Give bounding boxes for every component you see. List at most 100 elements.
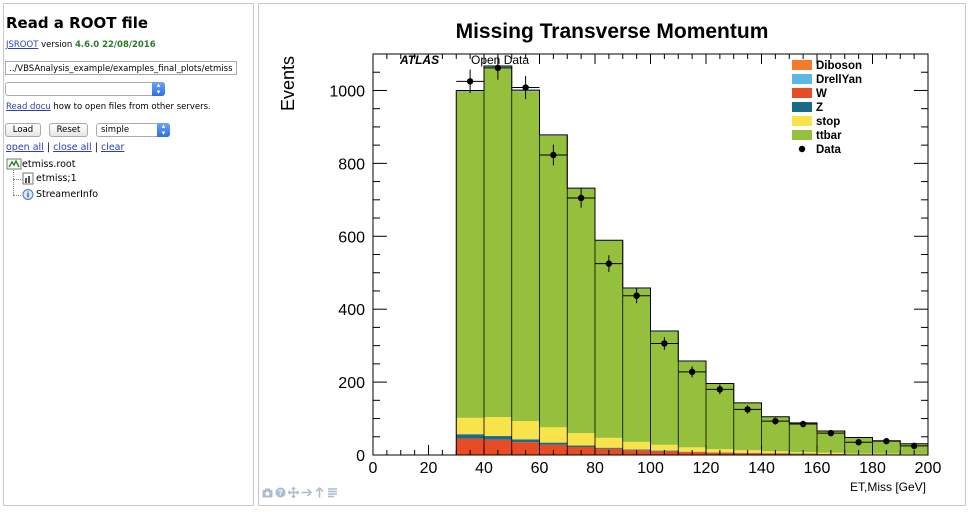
bar-z [539,442,568,445]
root-file-icon [6,158,22,170]
bar-stop [595,437,623,448]
bar-z [622,449,651,451]
data-point [688,368,696,376]
tree-item-etmiss[interactable]: etmiss;1 [22,172,77,185]
legend-swatch-w [792,88,812,98]
legend-swatch-stop [792,116,812,126]
x-tick-label: 0 [369,460,378,477]
x-tick-label: 40 [475,460,493,477]
bar-stop [678,447,706,452]
bar-stop [511,421,540,440]
select-arrows-icon: ▴ ▾ [157,123,170,137]
clear-link[interactable]: clear [100,142,125,153]
legend-swatch-ttbar [792,130,812,140]
data-point [827,429,835,437]
data-point [772,417,779,425]
separator: | [46,142,51,153]
bar-ttbar [872,440,901,454]
camera-icon[interactable] [262,487,273,498]
help-icon[interactable]: ? [275,487,286,498]
bar-ttbar [567,188,595,434]
histogram-icon [22,172,34,185]
bar-stop [456,417,484,435]
bar-stop [539,427,568,443]
tree-item-label: etmiss;1 [36,173,77,184]
tree-item-label: etmiss.root [22,158,76,170]
y-tick-label: 400 [338,302,365,319]
separator: | [94,142,98,153]
y-tick-label: 800 [338,156,365,173]
legend-swatch-diboson [792,60,812,70]
layout-select[interactable]: simple ▴ ▾ [96,123,170,137]
arrow-right-icon[interactable] [301,487,312,498]
bar-z [567,445,595,447]
file-select[interactable]: ▴ ▾ [5,82,165,96]
bar-ttbar [622,288,651,442]
canvas-toolbar: ? [262,487,338,498]
bar-z [484,436,512,440]
x-tick-label: 80 [586,460,604,477]
legend-label-stop: stop [816,116,840,128]
version-line: JSROOT version 4.6.0 22/08/2016 [6,40,156,50]
layout-select-value: simple [101,125,130,135]
select-arrows-icon: ▴ ▾ [152,82,165,96]
reset-button[interactable]: Reset [49,123,88,137]
open-all-link[interactable]: open all [6,142,44,153]
legend-swatch-drellyan [792,74,812,84]
move-icon[interactable] [288,487,299,498]
y-tick-label: 600 [338,229,365,246]
legend-label-z: Z [816,102,823,114]
bar-stop [622,441,651,450]
read-docu-link[interactable]: Read docu [6,102,51,112]
data-point [744,406,751,413]
data-point [522,84,529,91]
menu-icon[interactable] [327,487,338,498]
bar-ttbar [539,135,568,428]
svg-text:i: i [27,191,29,200]
legend-swatch-z [792,102,812,112]
bar-w [511,442,540,455]
jsroot-link[interactable]: JSROOT [6,40,39,50]
load-button[interactable]: Load [5,123,41,137]
legend-label-drellyan: DrellYan [816,74,862,86]
tree-actions: open all | close all | clear [6,142,124,153]
bar-stop [567,433,595,446]
bar-w [539,444,568,455]
docu-line: Read docu how to open files from other s… [6,102,211,112]
file-path-input[interactable]: ../VBSAnalysis_example/examples_final_pl… [5,61,237,75]
data-point [494,64,502,72]
tree-item-streamerinfo[interactable]: i StreamerInfo [22,188,98,201]
x-tick-label: 60 [531,460,549,477]
data-point [910,442,918,450]
x-tick-label: 180 [859,460,886,477]
bar-z [595,447,623,449]
close-all-link[interactable]: close all [53,142,92,153]
x-tick-label: 140 [748,460,775,477]
stack-outline [455,65,929,455]
y-tick-label: 200 [338,375,365,392]
legend-label-diboson: Diboson [816,60,862,72]
x-tick-label: 20 [420,460,438,477]
data-point [661,340,668,347]
arrow-up-icon[interactable] [314,487,325,498]
tree-item-root[interactable]: etmiss.root [6,158,75,170]
version-value: 4.6.0 22/08/2016 [74,40,156,50]
bar-ttbar [511,91,540,422]
x-tick-label: 100 [637,460,664,477]
bar-ttbar [844,437,873,454]
legend-label-ttbar: ttbar [816,130,842,142]
bar-ttbar [817,430,845,453]
x-axis-label: ET,Miss [GeV] [850,480,926,494]
data-point [605,260,613,267]
bar-w [484,439,512,455]
atlas-label: ATLAS [399,53,439,67]
bar-ttbar [484,67,512,418]
bar-ttbar [650,331,679,445]
bar-ttbar [456,91,484,418]
data-point [799,420,807,428]
docu-text: how to open files from other servers. [50,102,211,112]
open-data-label: Open Data [471,53,529,67]
bar-w [456,438,484,455]
